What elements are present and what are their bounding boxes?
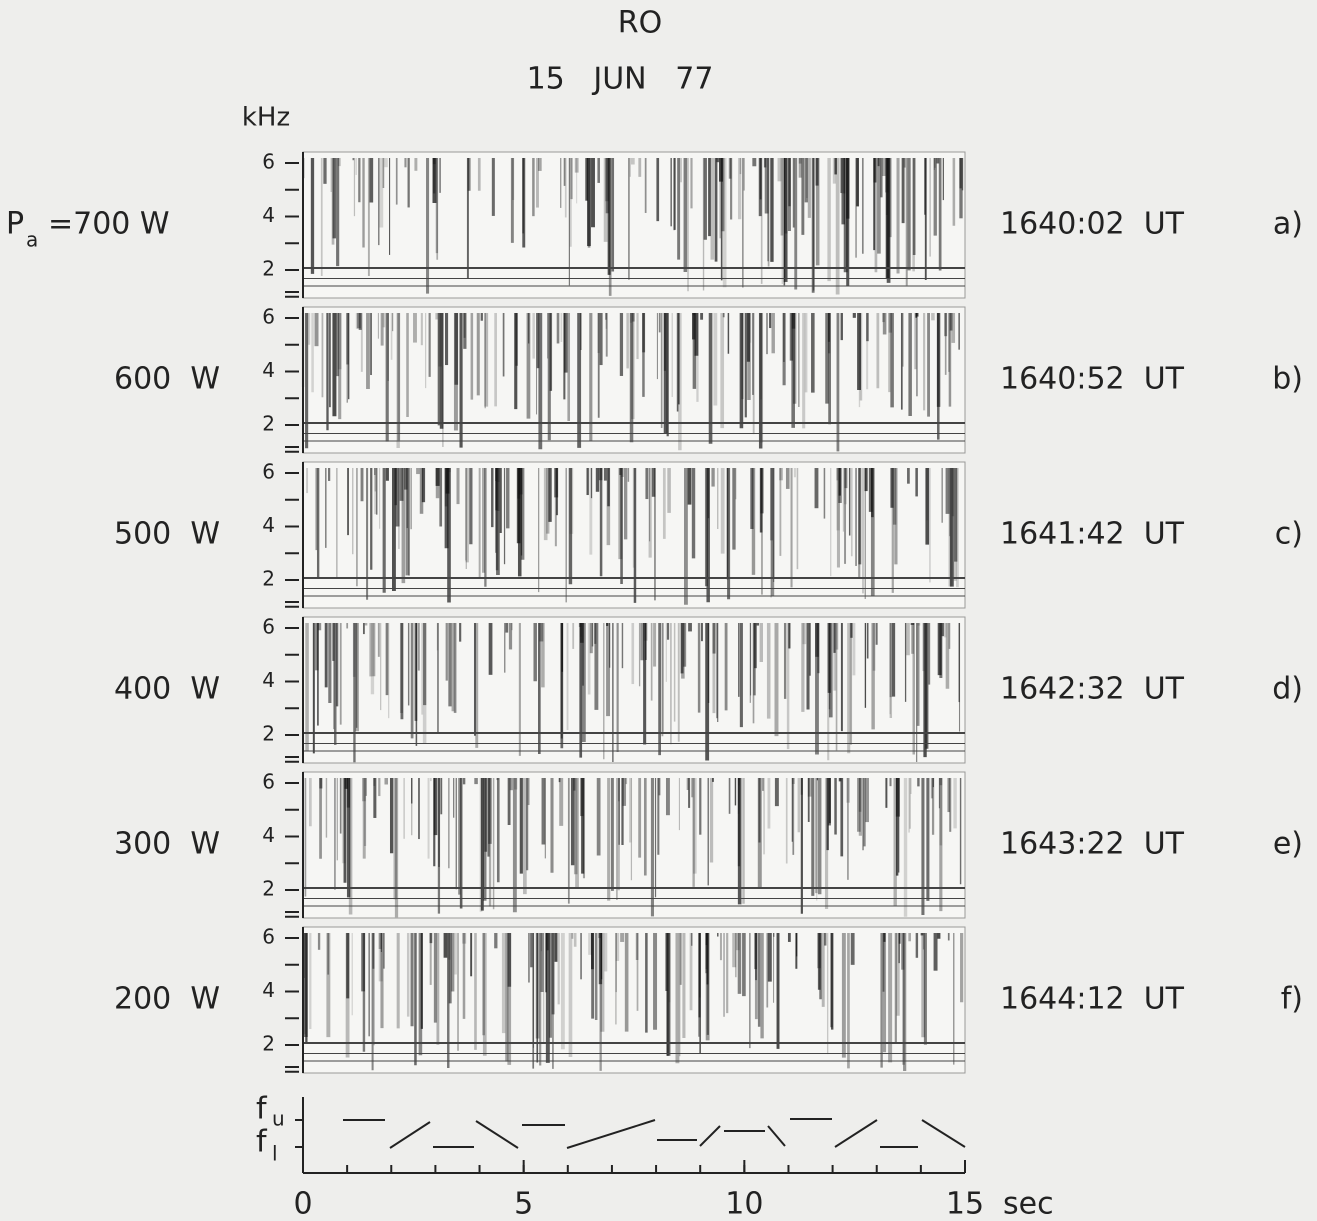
- time: 1644:12 UT: [1000, 982, 1185, 1017]
- power: 300 W: [114, 827, 220, 862]
- y-tick-label: 4: [262, 513, 275, 537]
- schedule-segment: [767, 1125, 786, 1147]
- x-tick-label: 5: [514, 1187, 533, 1221]
- x-tick-label: 0: [293, 1187, 312, 1221]
- panel-label: b): [1272, 362, 1303, 397]
- schedule-segment: [834, 1119, 878, 1148]
- spectrogram: [302, 771, 966, 919]
- power-symbol: P: [6, 207, 24, 242]
- y-tick-label: 2: [262, 567, 275, 591]
- panel-label: a): [1273, 207, 1303, 242]
- spectrogram: [302, 616, 966, 764]
- time: 1640:52 UT: [1000, 362, 1185, 397]
- power: 400 W: [114, 672, 220, 707]
- y-tick-label: 4: [262, 823, 275, 847]
- time: 1642:32 UT: [1000, 672, 1185, 707]
- f-upper-sub: u: [272, 1107, 285, 1131]
- spectrogram-frame: [302, 306, 966, 454]
- y-tick-label: 4: [262, 978, 275, 1002]
- spectrogram: [302, 926, 966, 1074]
- power: 200 W: [114, 982, 220, 1017]
- x-tick-label: 15: [946, 1187, 984, 1221]
- f-lower: f: [256, 1125, 268, 1160]
- y-unit: kHz: [242, 103, 290, 133]
- y-tick-label: 2: [262, 412, 275, 436]
- y-tick-label: 6: [262, 615, 275, 639]
- schedule-segment: [699, 1125, 721, 1147]
- x-tick-label: 10: [725, 1187, 763, 1221]
- y-tick-label: 4: [262, 203, 275, 227]
- power: =700 W: [48, 207, 170, 242]
- time: 1641:42 UT: [1000, 517, 1185, 552]
- y-tick-label: 6: [262, 150, 275, 174]
- date: 15 JUN 77: [527, 62, 714, 97]
- power-subscript: a: [26, 228, 38, 252]
- y-tick-label: 2: [262, 877, 275, 901]
- f-lower-sub: l: [272, 1142, 278, 1166]
- schedule-segment: [921, 1119, 966, 1148]
- y-tick-label: 4: [262, 668, 275, 692]
- spectrogram-frame: [302, 771, 966, 919]
- spectrogram: [302, 151, 966, 299]
- station: RO: [618, 6, 662, 41]
- schedule-segment: [475, 1120, 519, 1149]
- panel-label: d): [1272, 672, 1303, 707]
- x-unit: sec: [1003, 1187, 1054, 1221]
- spectrogram-frame: [302, 151, 966, 299]
- panel-label: e): [1273, 827, 1303, 862]
- y-tick-label: 2: [262, 257, 275, 281]
- power: 500 W: [114, 517, 220, 552]
- y-tick-label: 6: [262, 925, 275, 949]
- f-upper: f: [256, 1092, 268, 1127]
- y-tick-label: 6: [262, 460, 275, 484]
- y-tick-label: 2: [262, 722, 275, 746]
- panel-label: c): [1275, 517, 1303, 552]
- schedule-segment: [566, 1119, 656, 1149]
- spectrogram: [301, 306, 966, 454]
- time: 1643:22 UT: [1000, 827, 1185, 862]
- power: 600 W: [114, 362, 220, 397]
- panel-label: f): [1281, 982, 1303, 1017]
- spectrogram-frame: [302, 926, 966, 1074]
- schedule-segment: [389, 1121, 431, 1149]
- y-tick-label: 6: [262, 770, 275, 794]
- y-tick-label: 2: [262, 1032, 275, 1056]
- spectrogram: [302, 461, 966, 609]
- y-tick-label: 6: [262, 305, 275, 329]
- schedule-panel: [295, 1097, 966, 1173]
- time: 1640:02 UT: [1000, 207, 1185, 242]
- y-tick-label: 4: [262, 358, 275, 382]
